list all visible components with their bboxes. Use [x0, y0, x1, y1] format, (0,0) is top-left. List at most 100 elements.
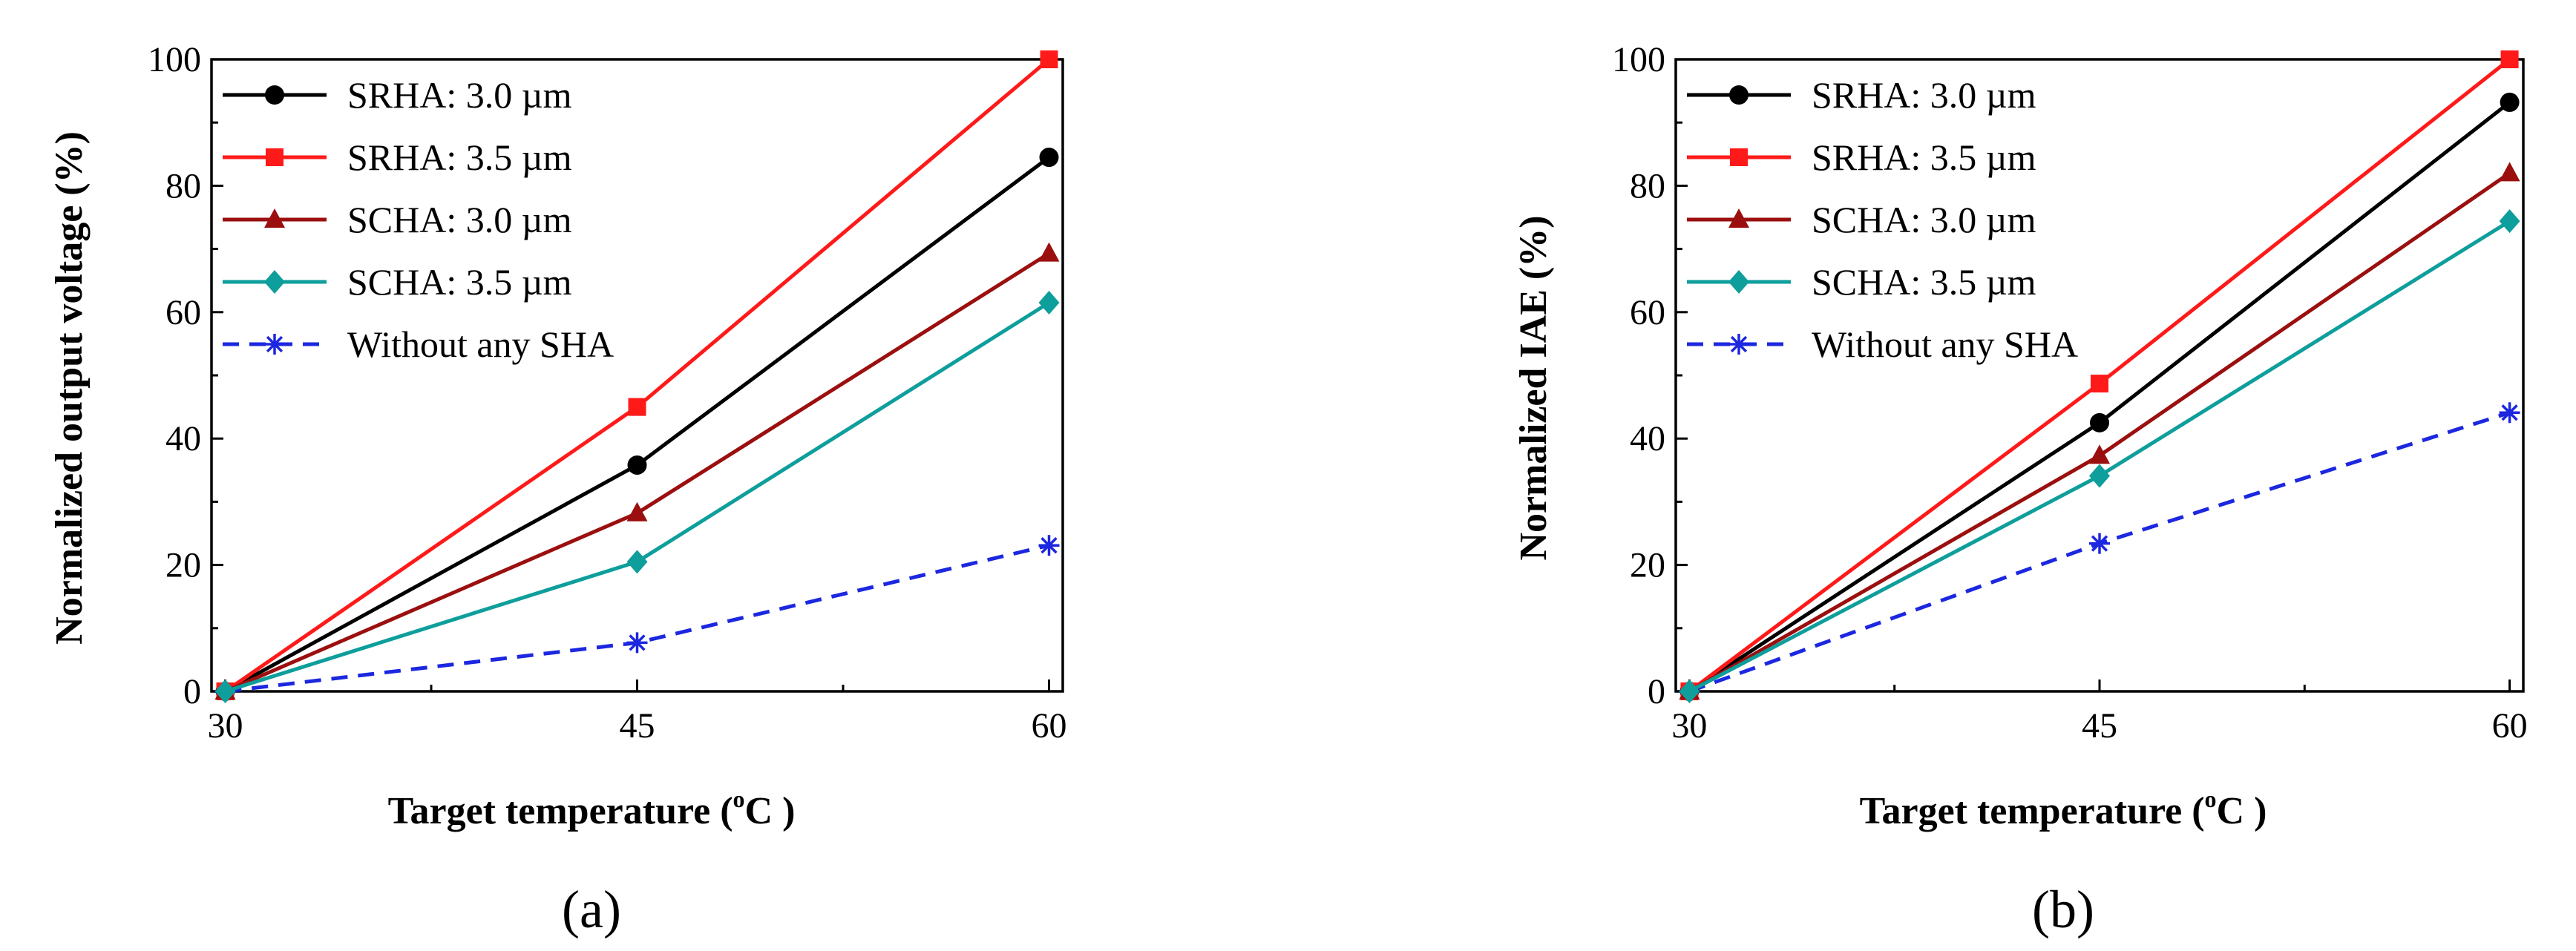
data-point-b-1-shape — [2091, 375, 2108, 393]
legend-marker-a — [266, 148, 284, 166]
series-a-3 — [214, 291, 1060, 703]
data-point-a-2 — [1038, 242, 1060, 262]
data-point-b-2 — [2089, 444, 2110, 464]
legend-marker-a-shape — [264, 208, 285, 228]
data-point-b-4-stroke — [2501, 404, 2518, 421]
data-point-b-2-shape — [2089, 444, 2110, 464]
panel-label-b: (b) — [2032, 880, 2094, 939]
legend-marker-b-shape — [1728, 208, 1749, 228]
x-axis-title-a-superscript: o — [733, 786, 745, 812]
legend-marker-b — [1728, 270, 1749, 294]
x-tick-label-a: 45 — [620, 706, 655, 746]
legend-marker-a — [264, 208, 285, 228]
data-point-a-3-shape — [1038, 291, 1060, 315]
legend-entry-b: SCHA: 3.5 µm — [1687, 261, 2036, 303]
legend-label-b: SRHA: 3.0 µm — [1812, 74, 2036, 116]
data-point-a-1-shape — [1040, 50, 1058, 68]
legend-entry-a: SRHA: 3.0 µm — [223, 74, 572, 116]
data-point-a-1-shape — [628, 398, 646, 416]
legend-label-a: Without any SHA — [347, 323, 614, 365]
y-tick-label-a: 40 — [165, 419, 201, 458]
data-point-b-0 — [2090, 412, 2109, 432]
y-tick-label-b: 80 — [1630, 166, 1665, 205]
data-point-a-1 — [628, 398, 646, 416]
data-point-b-4 — [2499, 402, 2520, 424]
y-tick-label-b: 40 — [1630, 419, 1665, 458]
y-tick-label-b: 20 — [1630, 546, 1665, 585]
legend-label-b: SCHA: 3.5 µm — [1812, 261, 2036, 303]
data-point-a-3 — [214, 679, 236, 703]
legend-entry-a: SCHA: 3.5 µm — [223, 261, 572, 303]
legend-marker-b — [1728, 208, 1749, 228]
data-point-a-0 — [627, 455, 647, 475]
legend-marker-a — [264, 334, 285, 355]
y-tick-label-a: 80 — [165, 166, 201, 205]
legend-entry-a: Without any SHA — [223, 323, 614, 365]
series-b-0 — [1679, 92, 2520, 701]
legend-entry-b: SCHA: 3.0 µm — [1687, 199, 2036, 240]
data-point-b-1-shape — [2500, 50, 2519, 68]
x-tick-label-b: 30 — [1671, 706, 1707, 746]
legend-marker-b — [1728, 334, 1749, 355]
data-point-a-3-shape — [214, 679, 236, 703]
legend-label-a: SRHA: 3.5 µm — [347, 136, 572, 178]
data-point-a-2-shape — [1038, 242, 1060, 262]
panel-label-a: (a) — [562, 880, 621, 939]
data-point-a-0 — [1039, 148, 1059, 168]
legend-entry-b: SRHA: 3.0 µm — [1687, 74, 2036, 116]
y-tick-label-b: 60 — [1630, 293, 1665, 332]
legend-label-b: Without any SHA — [1812, 323, 2078, 365]
x-axis-title-b: Target temperature (oC ) — [1860, 786, 2267, 832]
data-point-b-0-shape — [2090, 412, 2109, 432]
data-point-b-3 — [2499, 209, 2520, 234]
series-b-3 — [1679, 209, 2520, 703]
legend-marker-a-shape — [264, 270, 285, 294]
data-point-b-0-shape — [2500, 92, 2520, 112]
data-point-b-3-shape — [2499, 209, 2520, 234]
data-point-b-3 — [1679, 679, 1700, 703]
legend-marker-b-stroke — [1730, 335, 1748, 353]
data-point-a-4 — [626, 632, 648, 654]
legend-label-a: SCHA: 3.5 µm — [347, 261, 572, 303]
x-axis-title-b-superscript: o — [2205, 786, 2217, 812]
data-point-b-1 — [2500, 50, 2519, 68]
legend-marker-a — [265, 85, 284, 105]
legend-label-b: SRHA: 3.5 µm — [1812, 136, 2036, 178]
legend-label-a: SRHA: 3.0 µm — [347, 74, 572, 116]
legend-label-a: SCHA: 3.0 µm — [347, 199, 572, 240]
y-axis-title-b: Normalized IAE (%) — [1513, 215, 1555, 560]
x-tick-label-b: 60 — [2492, 706, 2528, 746]
y-tick-label-a: 100 — [148, 40, 201, 79]
x-tick-label-a: 30 — [208, 706, 243, 746]
data-point-b-3-shape — [1679, 679, 1700, 703]
legend-marker-a-shape — [265, 85, 284, 105]
y-tick-label-a: 0 — [183, 672, 201, 711]
chart-panel-b: Normalized IAE (%) Target temperature (o… — [1513, 40, 2528, 939]
legend-marker-a-shape — [266, 148, 284, 166]
y-axis-title-a: Normalized output voltage (%) — [48, 131, 91, 645]
data-point-a-2 — [626, 501, 648, 521]
data-point-a-0-shape — [1039, 148, 1059, 168]
data-point-a-4 — [1038, 535, 1060, 556]
data-point-a-1 — [1040, 50, 1058, 68]
data-point-b-2-shape — [2499, 162, 2520, 182]
legend-a: SRHA: 3.0 µm SRHA: 3.5 µm SCHA: 3.0 µm SCHA… — [223, 74, 614, 365]
legend-entry-b: SRHA: 3.5 µm — [1687, 136, 2036, 178]
y-tick-label-a: 60 — [165, 293, 201, 332]
x-axis-title-a-tail: C ) — [745, 790, 796, 832]
series-a-0 — [215, 148, 1059, 701]
y-tick-label-b: 0 — [1648, 672, 1665, 711]
chart-panel-a: Normalized output voltage (%) Target tem… — [48, 40, 1067, 939]
legend-b: SRHA: 3.0 µm SRHA: 3.5 µm SCHA: 3.0 µm SCHA… — [1687, 74, 2078, 365]
legend-marker-b — [1730, 148, 1748, 166]
x-axis-title-b-tail: C ) — [2217, 790, 2267, 832]
y-tick-label-a: 20 — [165, 546, 201, 585]
data-point-b-3-shape — [2089, 464, 2110, 488]
legend-marker-b — [1729, 85, 1749, 105]
data-point-a-3 — [626, 550, 648, 574]
data-point-b-4-stroke — [2091, 535, 2108, 552]
legend-label-b: SCHA: 3.0 µm — [1812, 199, 2036, 240]
data-point-a-3 — [1038, 291, 1060, 315]
